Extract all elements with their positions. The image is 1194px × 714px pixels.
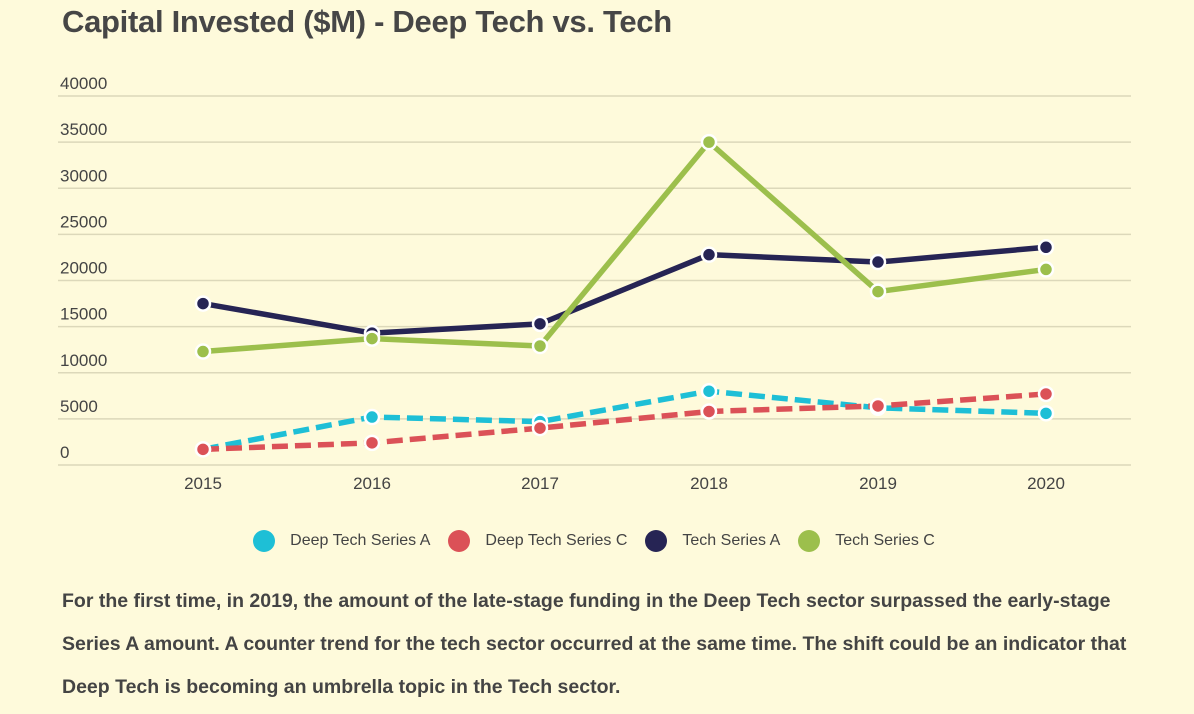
line-deep-tech-series-c — [202, 391, 1047, 453]
legend-swatch-icon — [798, 530, 821, 552]
legend-label: Tech Series A — [682, 532, 781, 549]
y-tick-label: 0 — [60, 443, 69, 462]
y-tick-label: 30000 — [60, 166, 107, 185]
line-tech-series-c — [202, 139, 1047, 355]
point-tech-series-c-2020[interactable] — [1037, 261, 1055, 278]
gridlines — [58, 95, 1131, 466]
y-axis-labels: 0 5000 10000 15000 20000 25000 30000 35000 40000 — [60, 74, 107, 462]
legend-label: Deep Tech Series A — [290, 532, 431, 549]
point-tech-series-c-2016[interactable] — [363, 330, 381, 347]
point-deep-tech-series-c-2015[interactable] — [194, 441, 212, 458]
x-axis-labels: 2015 2016 2017 2018 2019 2020 — [184, 474, 1065, 493]
point-tech-series-a-2017[interactable] — [531, 315, 549, 333]
legend-item-tech-series-c[interactable]: Tech Series C — [798, 530, 941, 552]
legend-label: Deep Tech Series C — [485, 532, 628, 549]
y-tick-label: 25000 — [60, 212, 107, 231]
x-tick-label: 2020 — [1027, 474, 1065, 493]
x-tick-label: 2019 — [859, 474, 897, 493]
legend-swatch-icon — [253, 530, 276, 552]
series-lines — [202, 139, 1047, 453]
point-tech-series-c-2015[interactable] — [194, 343, 212, 360]
line-chart: 0 5000 10000 15000 20000 25000 30000 35000 40000… — [58, 74, 1131, 493]
series-markers — [194, 133, 1055, 458]
legend-item-deep-tech-series-c[interactable]: Deep Tech Series C — [448, 530, 633, 552]
legend-item-tech-series-a[interactable]: Tech Series A — [645, 530, 786, 552]
y-tick-label: 10000 — [60, 351, 107, 370]
point-deep-tech-series-c-2018[interactable] — [700, 403, 718, 420]
point-deep-tech-series-c-2016[interactable] — [363, 434, 381, 452]
line-deep-tech-series-a — [202, 388, 1047, 453]
point-tech-series-a-2015[interactable] — [194, 295, 212, 312]
point-deep-tech-series-c-2020[interactable] — [1037, 385, 1055, 403]
legend-item-deep-tech-series-a[interactable]: Deep Tech Series A — [253, 530, 436, 552]
point-deep-tech-series-a-2020[interactable] — [1037, 405, 1055, 422]
chart-title: Capital Invested ($M) - Deep Tech vs. Te… — [62, 4, 672, 39]
x-tick-label: 2015 — [184, 474, 222, 493]
legend-label: Tech Series C — [835, 532, 935, 549]
y-tick-label: 5000 — [60, 397, 98, 416]
point-deep-tech-series-a-2016[interactable] — [363, 408, 381, 426]
chart-caption: For the first time, in 2019, the amount … — [62, 590, 1127, 698]
point-tech-series-c-2018[interactable] — [700, 133, 718, 151]
legend-swatch-icon — [645, 530, 668, 552]
point-deep-tech-series-c-2017[interactable] — [531, 419, 549, 437]
point-tech-series-a-2018[interactable] — [700, 246, 718, 263]
y-tick-label: 15000 — [60, 305, 107, 324]
legend-swatch-icon — [448, 530, 471, 552]
y-tick-label: 35000 — [60, 120, 107, 139]
x-tick-label: 2016 — [353, 474, 391, 493]
y-tick-label: 20000 — [60, 259, 107, 278]
x-tick-label: 2018 — [690, 474, 728, 493]
line-tech-series-a — [202, 244, 1047, 336]
point-deep-tech-series-c-2019[interactable] — [869, 397, 887, 415]
y-tick-label: 40000 — [60, 74, 107, 93]
point-tech-series-c-2017[interactable] — [531, 337, 549, 355]
x-tick-label: 2017 — [521, 474, 559, 493]
point-tech-series-a-2020[interactable] — [1037, 239, 1055, 256]
point-tech-series-c-2019[interactable] — [869, 283, 887, 300]
point-deep-tech-series-a-2018[interactable] — [700, 382, 718, 400]
point-tech-series-a-2019[interactable] — [869, 253, 887, 271]
legend: Deep Tech Series A Deep Tech Series C Tech… — [0, 530, 1194, 552]
